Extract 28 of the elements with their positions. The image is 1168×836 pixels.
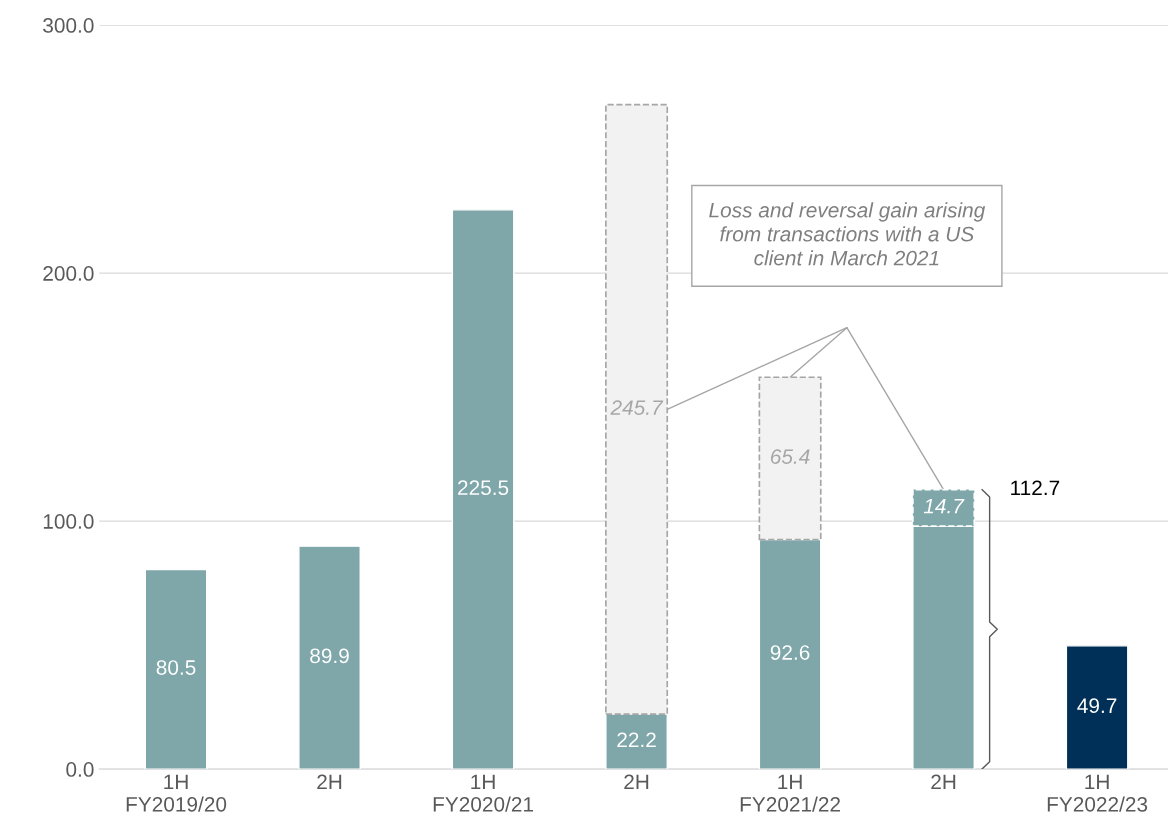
bar — [144, 568, 208, 770]
bar — [298, 545, 361, 770]
x-tick-label: 1H FY2020/21 — [433, 774, 533, 812]
total-label: 112.7 — [1011, 480, 1060, 495]
x-tick-label: 2H — [317, 774, 342, 790]
x-tick-label: 2H — [624, 774, 649, 790]
annotation: Loss and reversal gain arising from transactions with a US client in March 2021 — [709, 202, 986, 266]
x-tick-label: 1H FY2021/22 — [740, 774, 840, 812]
data-label: 49.7 — [1077, 698, 1117, 714]
data-label: 14.7 — [923, 498, 965, 514]
data-label: 80.5 — [156, 660, 196, 675]
y-tick-label: 0.0 — [66, 762, 94, 777]
y-tick-label: 200.0 — [43, 266, 94, 281]
y-tick-label: 100.0 — [43, 514, 94, 529]
bar — [451, 209, 515, 770]
bar — [605, 713, 668, 770]
x-tick-label: 2H — [931, 774, 956, 790]
data-label: 245.7 — [610, 400, 664, 415]
bar — [758, 538, 822, 770]
data-label: 65.4 — [770, 449, 810, 464]
y-tick-label: 300.0 — [43, 18, 94, 33]
data-label: 225.5 — [458, 480, 509, 496]
data-label: 89.9 — [310, 648, 349, 664]
bar — [1065, 645, 1129, 770]
data-label: 22.2 — [617, 732, 656, 747]
data-label: 92.6 — [770, 645, 810, 660]
x-tick-label: 1H FY2019/20 — [126, 774, 227, 812]
x-tick-label: 1H FY2022/23 — [1047, 774, 1148, 812]
